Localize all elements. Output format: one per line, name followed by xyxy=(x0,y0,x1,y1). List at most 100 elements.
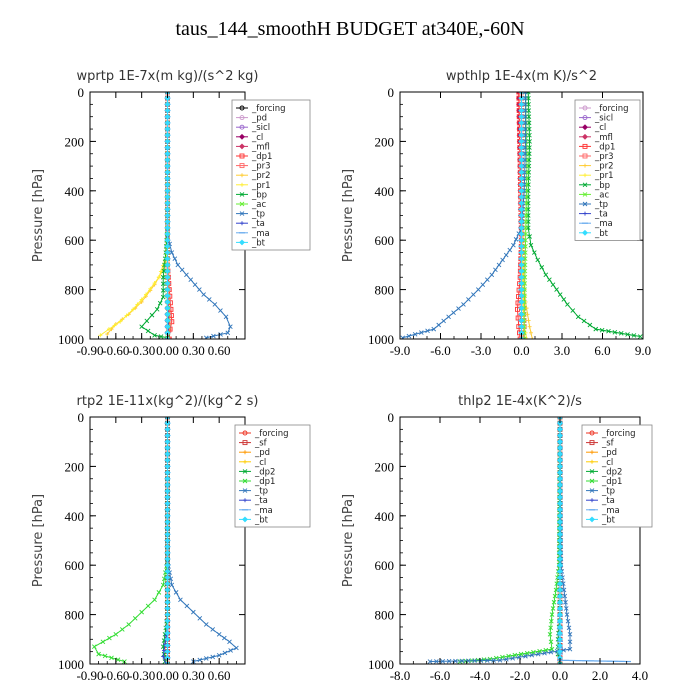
legend-marker xyxy=(582,105,588,111)
series-tp-point xyxy=(523,114,528,120)
x-tick-label: 0.60 xyxy=(208,668,231,683)
legend-label: _bt xyxy=(254,515,269,525)
legend-item: _dp1 xyxy=(236,152,272,162)
series-bt-point xyxy=(518,157,525,163)
series-bt-point xyxy=(164,249,171,256)
series-bp-point xyxy=(154,307,160,312)
series-pr1-point xyxy=(124,313,129,318)
series-dp1-point xyxy=(548,639,554,645)
series-tp-point xyxy=(216,653,222,658)
legend-label: _bp xyxy=(251,190,267,200)
series-dp1 xyxy=(91,417,170,664)
legend-label: _ma xyxy=(601,506,620,516)
series-tp-point xyxy=(203,656,209,661)
series-dp1 xyxy=(457,417,563,664)
y-axis-label: Pressure [hPa] xyxy=(341,494,356,587)
legend-label: _sicl xyxy=(594,114,613,124)
series-pr2-point xyxy=(530,337,535,339)
series-bt-point xyxy=(518,212,525,219)
series-tp-point xyxy=(484,277,490,283)
series-bt-point xyxy=(164,224,171,231)
legend-label: _forcing xyxy=(594,104,629,114)
legend-label: _ac xyxy=(594,190,609,200)
series-bt-point xyxy=(557,432,563,439)
series-tp-point xyxy=(523,653,528,659)
legend-label: _dp1 xyxy=(251,152,272,162)
series-bt-point xyxy=(164,243,171,250)
series-bt-point xyxy=(164,237,171,244)
series-bp-point xyxy=(139,324,144,329)
series-tp-point xyxy=(222,635,227,641)
series-tp-point xyxy=(523,120,528,126)
series-pr1-point xyxy=(139,297,144,302)
series-tp-point xyxy=(535,651,541,657)
y-tick-label: 600 xyxy=(65,558,85,573)
legend-item: _sf xyxy=(239,439,268,449)
panel-wpthlp: wpthlp 1E-4x(m K)/s^2 Pressure [hPa] -9.0 -… xyxy=(341,60,700,360)
y-axis-label: Pressure [hPa] xyxy=(341,169,356,262)
legend-label: _dp2 xyxy=(601,467,622,477)
legend-marker xyxy=(239,124,245,130)
panel-thlp2: thlp2 1E-4x(K^2)/s Pressure [hPa] -8.0 -6.0… xyxy=(341,385,700,700)
series-pr1-point xyxy=(112,323,117,328)
legend-item: _pr3 xyxy=(579,152,614,162)
series-tp xyxy=(165,417,239,664)
series-bt-point xyxy=(164,605,171,612)
series-tp-point xyxy=(510,655,516,661)
series-tp-point xyxy=(491,658,496,663)
series-pr1-point xyxy=(135,302,140,307)
series-dp1-point xyxy=(512,652,518,658)
series-tp-point xyxy=(456,306,461,311)
series-ac-point xyxy=(523,126,529,132)
series-tp-point xyxy=(419,330,424,335)
legend-marker xyxy=(239,133,245,140)
y-tick-label: 800 xyxy=(65,608,85,623)
series-tp-point xyxy=(436,322,442,328)
legend-item: _cl xyxy=(579,123,606,133)
series-tp-point xyxy=(522,157,528,163)
series-bp-point xyxy=(631,333,637,338)
legend-item: _ta xyxy=(586,496,615,506)
x-tick-label: -0.90 xyxy=(76,668,103,683)
legend-marker xyxy=(240,182,244,187)
series-bt-point xyxy=(518,231,525,237)
legend-item: _bp xyxy=(579,181,610,191)
series-tp-point xyxy=(225,330,231,336)
legend-label: _bt xyxy=(594,229,609,239)
series-bt-point xyxy=(557,500,563,507)
series-dp1-point xyxy=(543,647,549,653)
series-bt-point xyxy=(164,599,171,606)
y-axis-label: Pressure [hPa] xyxy=(31,494,46,587)
series-tp-point xyxy=(513,237,519,242)
series-bp-point xyxy=(543,272,549,278)
series-tp-point xyxy=(480,282,486,287)
legend-label: _pr1 xyxy=(251,181,271,191)
series-bt-point xyxy=(164,488,171,495)
x-tick-label: -8.0 xyxy=(390,668,411,683)
series-bt-point xyxy=(557,451,563,457)
series-tp-point xyxy=(173,590,179,595)
series-tp-line xyxy=(167,92,231,339)
legend-marker xyxy=(239,153,245,159)
series-bp-point xyxy=(149,312,155,318)
legend: _forcing_pd_sicl_cl_mfl_dp1_pr3_pr2_pr1_… xyxy=(231,99,311,251)
series-ac-point xyxy=(522,274,528,280)
series-bt-point xyxy=(557,469,563,476)
series-bt-point xyxy=(557,482,563,488)
series-bt-point xyxy=(164,506,171,513)
series-dp1-point xyxy=(115,657,121,662)
series-bt-point xyxy=(557,444,563,451)
series-bt-point xyxy=(518,113,525,120)
y-tick-label: 0 xyxy=(388,85,395,100)
series-tp-point xyxy=(188,277,194,283)
series-bp-point xyxy=(547,277,552,283)
series-bt-point xyxy=(164,119,171,126)
y-tick-label: 800 xyxy=(65,283,85,298)
x-tick-label: 2.0 xyxy=(592,668,608,683)
series-ac-point xyxy=(523,219,529,224)
series-bt-point xyxy=(518,175,525,182)
series-bt-point xyxy=(164,187,171,194)
legend-item: _cl xyxy=(239,458,266,468)
legend-label: _forcing xyxy=(251,104,286,114)
series-tp-point xyxy=(400,335,406,339)
